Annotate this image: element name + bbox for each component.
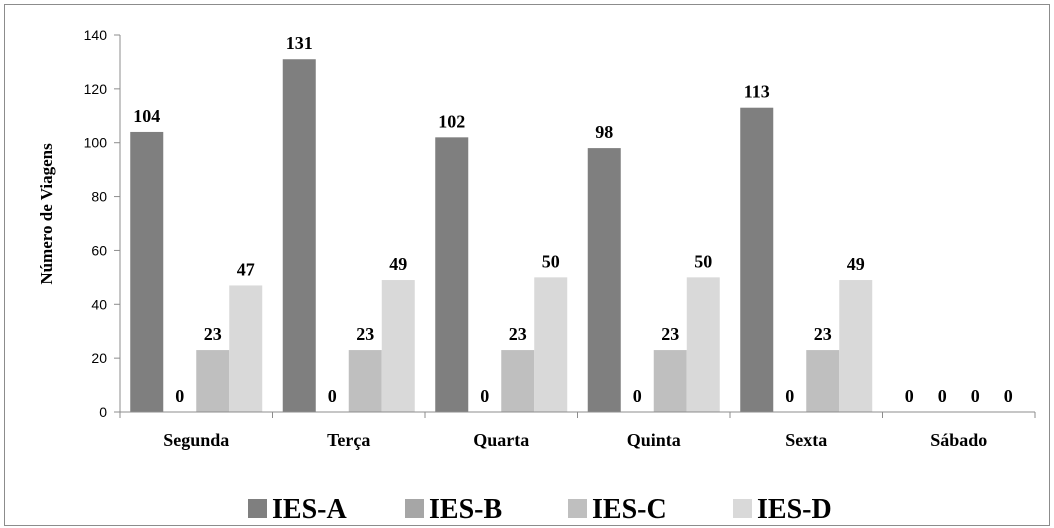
data-label: 23 <box>661 324 679 344</box>
x-tick-label: Terça <box>327 430 370 450</box>
bar-ies-d <box>686 277 720 412</box>
legend-label: IES-A <box>272 494 347 525</box>
bar-ies-c <box>806 350 840 412</box>
bar-ies-a <box>130 131 164 412</box>
bar-ies-c <box>196 350 230 412</box>
data-label: 0 <box>175 386 184 406</box>
data-label: 0 <box>328 386 337 406</box>
data-labels: 104 0 23 47 131 0 23 49 102 0 23 50 98 0 23 50 113 0 23 49 0… <box>133 33 1013 406</box>
bar-ies-a <box>282 59 316 412</box>
x-tick-label: Sábado <box>930 430 987 450</box>
data-label: 0 <box>633 386 642 406</box>
bar-ies-a <box>740 107 774 412</box>
bar-ies-a <box>587 148 621 412</box>
bar-ies-c <box>501 350 535 412</box>
data-label: 23 <box>204 324 222 344</box>
data-label: 50 <box>542 251 560 271</box>
legend-label: IES-D <box>757 494 832 525</box>
y-tick-label: 0 <box>99 404 107 420</box>
data-label: 23 <box>356 324 374 344</box>
bar-ies-a <box>435 137 469 413</box>
data-label: 113 <box>744 82 770 102</box>
data-label: 23 <box>509 324 527 344</box>
data-label: 49 <box>389 254 407 274</box>
y-tick-label: 100 <box>84 135 108 151</box>
data-label: 49 <box>847 254 865 274</box>
data-label: 104 <box>133 106 160 126</box>
bar-ies-d <box>381 280 415 412</box>
x-tick-label: Quinta <box>627 430 681 450</box>
data-label: 102 <box>438 111 465 131</box>
y-tick-label: 20 <box>91 350 107 366</box>
x-tick-label: Segunda <box>163 430 229 450</box>
data-label: 50 <box>694 251 712 271</box>
data-label: 0 <box>938 386 947 406</box>
legend-swatch <box>733 499 752 518</box>
data-label: 98 <box>595 122 613 142</box>
data-label: 131 <box>286 33 313 53</box>
y-tick-label: 60 <box>91 242 107 258</box>
data-label: 0 <box>480 386 489 406</box>
data-label: 47 <box>237 259 255 279</box>
y-axis-label: Número de Viagens <box>37 143 56 285</box>
y-tick-label: 120 <box>84 81 108 97</box>
bar-ies-c <box>348 350 382 412</box>
bar-ies-d <box>839 280 873 412</box>
data-label: 0 <box>1004 386 1013 406</box>
legend-label: IES-B <box>429 494 502 525</box>
x-tick-label: Quarta <box>473 430 529 450</box>
legend-swatch <box>248 499 267 518</box>
data-label: 0 <box>785 386 794 406</box>
bars <box>130 59 873 413</box>
bar-ies-d <box>534 277 568 412</box>
y-tick-label: 80 <box>91 189 107 205</box>
y-tick-label: 140 <box>84 27 108 43</box>
legend-swatch <box>405 499 424 518</box>
legend: IES-A IES-B IES-C IES-D <box>248 494 832 525</box>
y-tick-label: 40 <box>91 296 107 312</box>
legend-label: IES-C <box>592 494 667 525</box>
y-axis: 0 20 40 60 80 100 120 140 <box>84 27 121 420</box>
data-label: 23 <box>814 324 832 344</box>
bar-ies-d <box>229 285 263 412</box>
legend-swatch <box>568 499 587 518</box>
data-label: 0 <box>905 386 914 406</box>
chart-frame <box>4 4 1050 526</box>
x-axis: Segunda Terça Quarta Quinta Sexta Sábado <box>119 411 1036 450</box>
x-tick-label: Sexta <box>785 430 827 450</box>
data-label: 0 <box>971 386 980 406</box>
bar-ies-c <box>653 350 687 412</box>
